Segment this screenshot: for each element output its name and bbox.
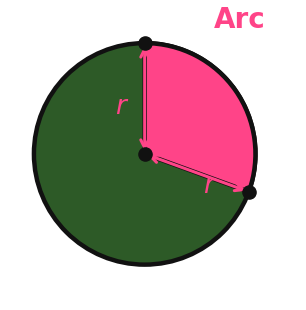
Circle shape bbox=[34, 43, 256, 265]
Point bbox=[246, 189, 251, 194]
Text: $r$: $r$ bbox=[115, 94, 130, 120]
Text: Arc: Arc bbox=[213, 6, 265, 34]
Wedge shape bbox=[145, 43, 256, 192]
Point bbox=[142, 41, 147, 46]
Point bbox=[142, 151, 147, 156]
Text: $r$: $r$ bbox=[203, 173, 217, 199]
